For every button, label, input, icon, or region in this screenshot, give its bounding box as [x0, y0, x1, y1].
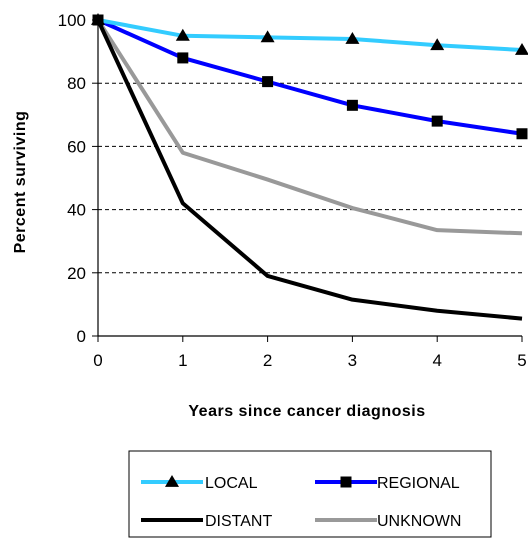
series-line-unknown	[96, 18, 523, 236]
point-local-5	[515, 43, 528, 55]
x-tick-label-0: 0	[93, 351, 102, 370]
point-regional-2	[262, 76, 274, 88]
series-line-local	[97, 18, 523, 53]
legend-label-unknown: UNKNOWN	[377, 513, 461, 530]
point-origin	[92, 14, 104, 26]
legend-marker-local	[165, 475, 179, 487]
y-axis-label: Percent surviving	[12, 111, 29, 254]
legend: LOCAL REGIONAL DISTANT UNKNOWN	[128, 450, 492, 538]
point-regional-5	[516, 128, 528, 140]
y-tick-label-100: 100	[58, 11, 86, 30]
x-tick-label-3: 3	[348, 351, 357, 370]
axes	[92, 19, 523, 342]
point-local-3	[345, 31, 360, 44]
point-local-4	[430, 38, 445, 51]
series-line-distant	[96, 19, 523, 321]
legend-label-distant: DISTANT	[205, 513, 272, 530]
legend-label-local: LOCAL	[205, 475, 258, 492]
point-regional-3	[346, 99, 358, 111]
x-tick-label-2: 2	[263, 351, 272, 370]
legend-box	[128, 450, 492, 538]
x-axis-label: Years since cancer diagnosis	[188, 403, 425, 420]
series-line-regional	[97, 18, 523, 136]
y-tick-label-40: 40	[67, 201, 86, 220]
y-tick-label-80: 80	[67, 74, 86, 93]
series-lines	[91, 13, 528, 321]
point-regional-4	[431, 115, 443, 127]
point-regional-1	[177, 52, 189, 64]
y-tick-label-0: 0	[77, 327, 86, 346]
grid-lines	[98, 82, 522, 274]
x-tick-label-4: 4	[432, 351, 441, 370]
x-tick-label-5: 5	[517, 351, 526, 370]
point-local-1	[175, 28, 190, 41]
x-tick-label-1: 1	[178, 351, 187, 370]
legend-label-regional: REGIONAL	[377, 475, 460, 492]
point-local-2	[260, 30, 275, 43]
legend-marker-regional	[340, 476, 352, 488]
y-tick-label-20: 20	[67, 264, 86, 283]
y-tick-label-60: 60	[67, 137, 86, 156]
tick-labels: 0 20 40 60 80 100 0 1 2 3 4 5	[58, 11, 527, 370]
